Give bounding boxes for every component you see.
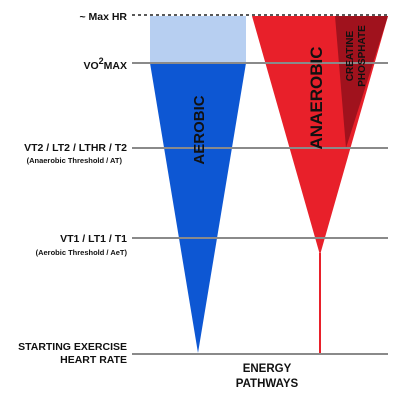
energy-pathways-label-line2: PATHWAYS: [236, 378, 299, 390]
aerobic-upper-zone: [150, 16, 246, 63]
vt1-sublabel: (Aerobic Threshold / AeT): [36, 248, 128, 257]
creatine-label-line2: PHOSPHATE: [357, 25, 368, 87]
aerobic-label: AEROBIC: [191, 95, 208, 164]
vt2-sublabel: (Anaerobic Threshold / AT): [27, 156, 123, 165]
max-hr-label: ~ Max HR: [79, 11, 127, 23]
anaerobic-label: ANAEROBIC: [307, 47, 326, 150]
aerobic-triangle: [150, 63, 246, 353]
creatine-label-line1: CREATINE: [345, 30, 356, 81]
energy-pathways-label-line1: ENERGY: [243, 363, 292, 375]
vt1-label: VT1 / LT1 / T1: [60, 233, 127, 245]
vo2max-label: VO2MAX: [83, 56, 127, 72]
creatine-phosphate-triangle: [335, 16, 388, 148]
vt2-label: VT2 / LT2 / LTHR / T2: [24, 142, 127, 154]
starting-hr-label-line1: STARTING EXERCISE: [18, 341, 127, 353]
starting-hr-label-line2: HEART RATE: [60, 354, 127, 366]
